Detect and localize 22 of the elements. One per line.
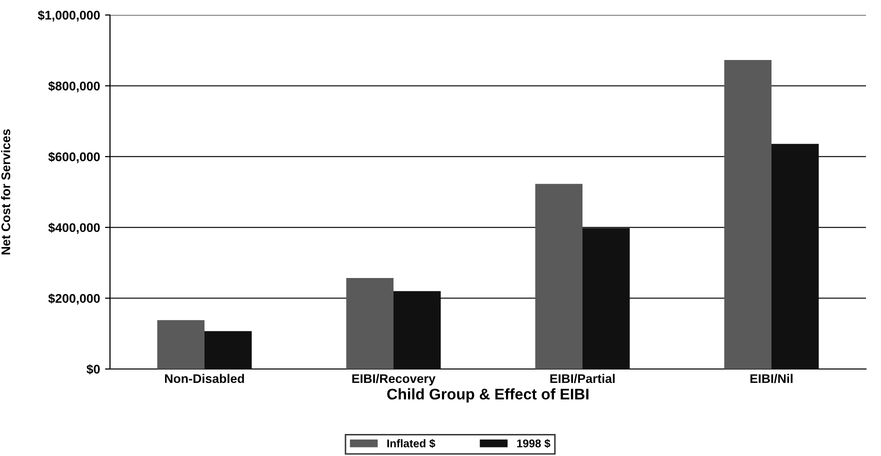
bar (772, 144, 819, 369)
y-tick-label: $1,000,000 (38, 10, 100, 22)
bar (535, 184, 582, 369)
y-tick-label: $600,000 (48, 152, 100, 164)
y-axis-title: Net Cost for Services (1, 129, 10, 254)
x-tick-label: EIBI/Nil (750, 374, 792, 384)
x-axis-title: Child Group & Effect of EIBI (387, 388, 588, 403)
x-tick-label: EIBI/Recovery (352, 374, 436, 386)
y-tick-label: $800,000 (48, 81, 100, 92)
bar (204, 331, 252, 369)
y-tick-label: $0 (86, 364, 100, 374)
bar (394, 291, 441, 369)
x-tick-label: EIBI/Partial (550, 374, 615, 384)
bar (346, 278, 394, 369)
bar (157, 320, 204, 369)
y-tick-label: $400,000 (48, 222, 100, 234)
legend-label: Inflated $ (387, 438, 436, 448)
x-tick-label: Non-Disabled (165, 374, 244, 384)
bar (582, 228, 630, 369)
bar (724, 60, 772, 369)
legend-label: 1998 $ (517, 438, 550, 448)
y-tick-label: $200,000 (48, 293, 100, 305)
